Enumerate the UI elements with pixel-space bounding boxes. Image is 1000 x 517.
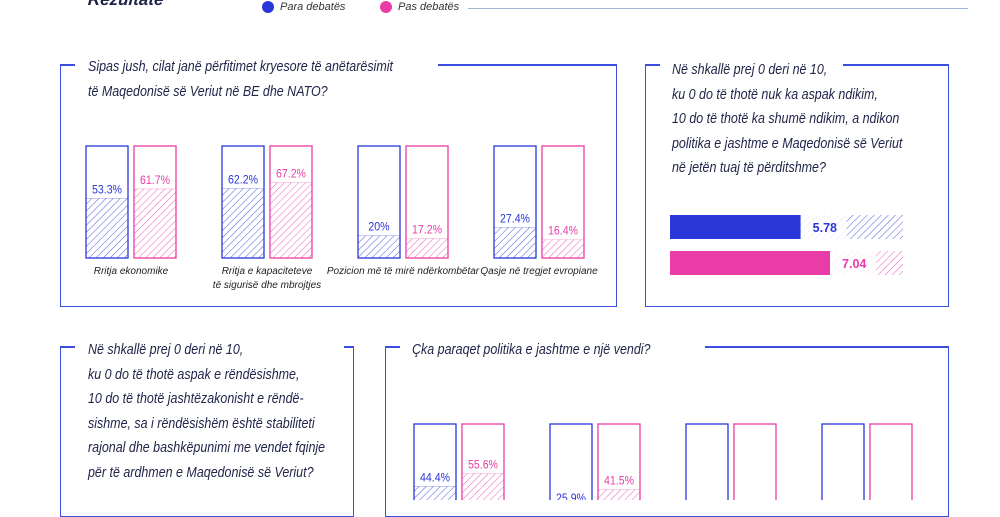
benefits-question: Sipas jush, cilat janë përfitimet kryeso…: [88, 55, 393, 104]
benefits-chart: 53.3% 61.7% Rritja ekonomike 62.2% 67.2% Rrit…: [85, 145, 598, 291]
bar-outline: [597, 423, 641, 500]
foreign-policy-question: Çka paraqet politika e jashtme e një ven…: [412, 338, 650, 363]
data-label: 17.2%: [412, 224, 442, 237]
bar-outline: [413, 423, 457, 500]
question-line: rajonal dhe bashkëpunimi me vendet fqinj…: [88, 440, 326, 456]
data-label: 53.3%: [92, 184, 122, 197]
bar: [86, 198, 128, 258]
foreign-policy-chart: 44.4% 55.6% 25.9% 41.5%: [413, 423, 913, 500]
bar-label-bg: [800, 215, 847, 239]
data-label: 27.4%: [500, 213, 530, 226]
panel-border: [60, 346, 75, 348]
panel-border: [705, 346, 948, 348]
data-label: 7.04: [842, 257, 866, 271]
panel-border: [60, 64, 75, 66]
question-line: ku 0 do të thotë nuk ka aspak ndikim,: [672, 86, 878, 103]
question-line: politika e jashtme e Maqedonisë së Veriu…: [672, 135, 903, 152]
question-line: 10 do të thotë jashtëzakonisht e rëndë-: [88, 391, 304, 407]
data-label: 67.2%: [276, 168, 306, 181]
bar-outline: [685, 423, 729, 500]
bar: [494, 227, 536, 258]
question-line: në jetën tuaj të përditshme?: [672, 160, 826, 176]
category-label: Rritja e kapaciteteve: [222, 266, 313, 277]
question-line: 10 do të thotë ka shumë ndikim, a ndikon: [672, 111, 900, 127]
category-label: të sigurisë dhe mbrojtjes: [213, 280, 321, 291]
header-divider: [468, 8, 968, 9]
bar: [670, 215, 801, 239]
data-label: 25.9%: [556, 492, 586, 500]
influence-panel: [645, 64, 949, 307]
legend-dot-icon: [380, 1, 392, 13]
panel-border: [344, 346, 353, 348]
influence-question: Në shkallë prej 0 deri në 10, ku 0 do të…: [672, 58, 902, 181]
question-line: Sipas jush, cilat janë përfitimet kryeso…: [88, 59, 393, 75]
data-label: 16.4%: [548, 225, 578, 238]
question-line: Në shkallë prej 0 deri në 10,: [88, 342, 244, 358]
category-label: Pozicion më të mirë ndërkombëtar: [327, 266, 480, 277]
legend-item-before: Para debatës: [262, 0, 345, 14]
legend-dot-icon: [262, 1, 274, 13]
bar: [462, 473, 504, 500]
legend-label: Para debatës: [280, 1, 346, 13]
bar-outline: [869, 423, 913, 500]
question-line: për të ardhmen e Maqedonisë së Veriut?: [88, 464, 314, 481]
bar: [222, 188, 264, 258]
bar: [358, 235, 400, 258]
data-label: 5.78: [813, 221, 837, 235]
panel-border: [385, 346, 400, 348]
bar: [414, 486, 456, 500]
bar: [270, 182, 312, 258]
benefits-panel: [60, 64, 617, 307]
stability-question: Në shkallë prej 0 deri në 10, ku 0 do të…: [88, 338, 325, 485]
data-label: 61.7%: [140, 174, 170, 187]
category-label: Rritja ekonomike: [94, 266, 169, 277]
panel-border: [438, 64, 616, 66]
bar: [598, 489, 640, 500]
bar: [542, 239, 584, 258]
bar: [670, 251, 831, 275]
panel-border: [843, 64, 948, 66]
question-line: sishme, sa i rëndësishëm është stabilite…: [88, 415, 315, 432]
category-label: Qasje në tregjet evropiane: [480, 266, 598, 277]
bar-outline: [549, 423, 593, 500]
data-label: 44.4%: [420, 472, 450, 485]
question-line: të Maqedonisë së Veriut në BE dhe NATO?: [88, 83, 328, 100]
bar-outline: [821, 423, 865, 500]
question-line: Çka paraqet politika e jashtme e një ven…: [412, 342, 651, 358]
data-label: 20%: [368, 221, 389, 234]
bar-label-bg: [830, 251, 877, 275]
data-label: 41.5%: [604, 475, 634, 488]
legend-item-after: Pas debatës: [380, 0, 459, 14]
influence-chart: 5.78 7.04: [670, 215, 903, 275]
panel-border: [645, 64, 660, 66]
question-line: ku 0 do të thotë aspak e rëndësishme,: [88, 366, 300, 383]
bar: [134, 188, 176, 258]
bar: [406, 238, 448, 258]
legend-label: Pas debatës: [398, 1, 460, 13]
data-label: 62.2%: [228, 174, 258, 187]
data-label: 55.6%: [468, 459, 498, 472]
question-line: Në shkallë prej 0 deri në 10,: [672, 62, 828, 78]
bar-outline: [733, 423, 777, 500]
